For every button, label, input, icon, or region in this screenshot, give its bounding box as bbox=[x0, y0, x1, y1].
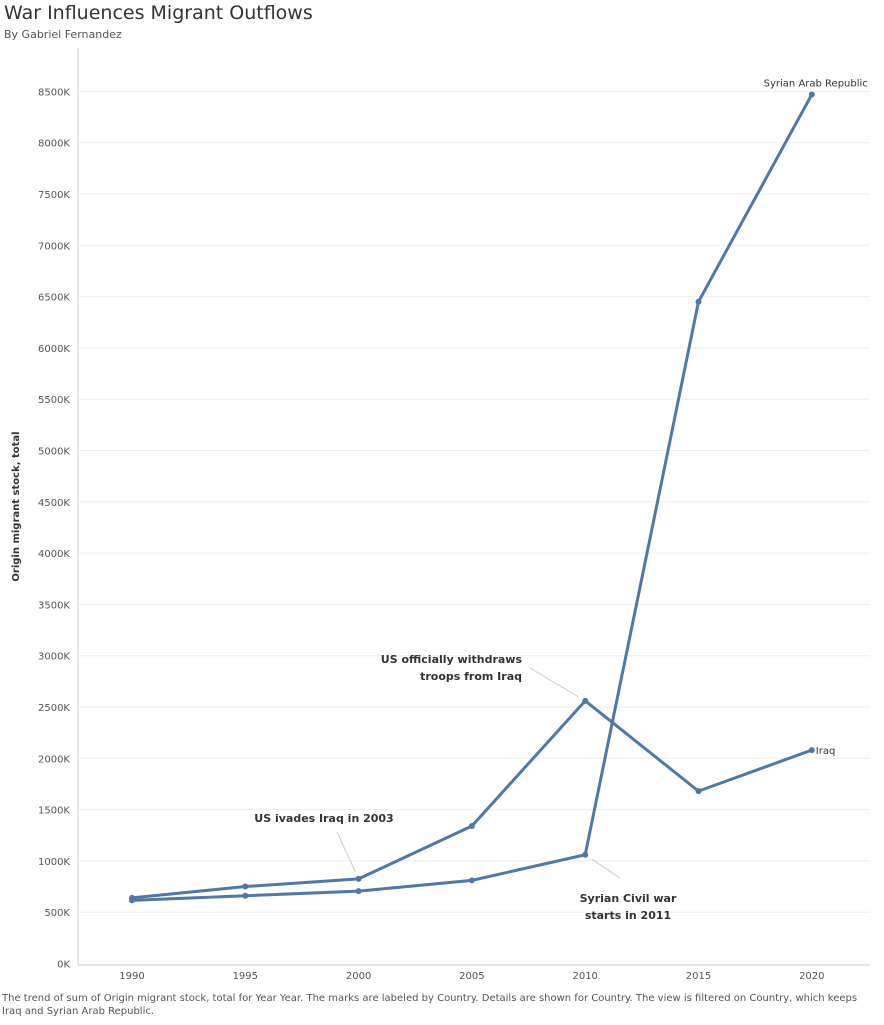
y-tick-label: 4500K bbox=[38, 498, 70, 509]
y-tick-label: 7500K bbox=[38, 190, 70, 201]
x-tick-label: 2020 bbox=[799, 971, 824, 982]
y-tick-label: 1500K bbox=[38, 806, 70, 817]
data-point bbox=[695, 298, 702, 305]
data-point bbox=[582, 697, 589, 704]
y-axis-title: Origin migrant stock, total bbox=[11, 431, 22, 581]
series-label-syria: Syrian Arab Republic bbox=[764, 78, 868, 89]
y-tick-label: 4000K bbox=[38, 549, 70, 560]
y-tick-label: 0K bbox=[57, 960, 70, 971]
annotation-text: starts in 2011 bbox=[585, 909, 671, 922]
annotation-text: US ivades Iraq in 2003 bbox=[254, 812, 393, 825]
x-tick-label: 2000 bbox=[346, 971, 371, 982]
data-point bbox=[242, 883, 249, 890]
y-tick-label: 6500K bbox=[38, 293, 70, 304]
series-label-iraq: Iraq bbox=[816, 746, 836, 757]
chart-title: War Influences Migrant Outflows bbox=[4, 2, 313, 24]
annotation-text: troops from Iraq bbox=[420, 670, 522, 683]
series-line-iraq bbox=[130, 699, 814, 900]
chart-subtitle: By Gabriel Fernandez bbox=[4, 28, 122, 41]
y-tick-label: 500K bbox=[44, 908, 70, 919]
data-point bbox=[468, 823, 475, 830]
x-tick-label: 1990 bbox=[119, 971, 144, 982]
data-point bbox=[355, 888, 362, 895]
y-tick-label: 6000K bbox=[38, 344, 70, 355]
annotation-text: US officially withdraws bbox=[381, 653, 523, 666]
data-point bbox=[468, 877, 475, 884]
annotation-leader bbox=[336, 831, 356, 872]
series-line-syria bbox=[130, 92, 814, 902]
data-point bbox=[808, 747, 815, 754]
y-tick-label: 3500K bbox=[38, 600, 70, 611]
annotation-leader bbox=[591, 858, 621, 879]
data-point bbox=[129, 897, 135, 904]
data-point bbox=[695, 788, 702, 795]
y-tick-label: 2000K bbox=[38, 754, 70, 765]
data-point bbox=[808, 91, 815, 98]
data-point bbox=[242, 892, 249, 899]
x-tick-label: 2015 bbox=[686, 971, 711, 982]
y-tick-label: 8500K bbox=[38, 87, 70, 98]
y-tick-label: 8000K bbox=[38, 139, 70, 150]
y-tick-label: 5000K bbox=[38, 447, 70, 458]
y-tick-label: 1000K bbox=[38, 857, 70, 868]
y-tick-label: 2500K bbox=[38, 703, 70, 714]
y-tick-label: 3000K bbox=[38, 652, 70, 663]
x-tick-label: 1995 bbox=[233, 971, 258, 982]
line-chart: 0K 500K 1000K 1500K 2000K 2500K 3000K 3500K 4000… bbox=[11, 48, 870, 982]
chart-caption: The trend of sum of Origin migrant stock… bbox=[2, 993, 858, 1017]
data-point bbox=[355, 875, 362, 882]
y-tick-label: 5500K bbox=[38, 395, 70, 406]
annotation-text: Syrian Civil war bbox=[580, 892, 677, 905]
annotation-leader bbox=[529, 667, 579, 698]
y-tick-label: 7000K bbox=[38, 241, 70, 252]
x-tick-label: 2005 bbox=[459, 971, 484, 982]
x-tick-label: 2010 bbox=[572, 971, 597, 982]
data-point bbox=[582, 851, 589, 858]
